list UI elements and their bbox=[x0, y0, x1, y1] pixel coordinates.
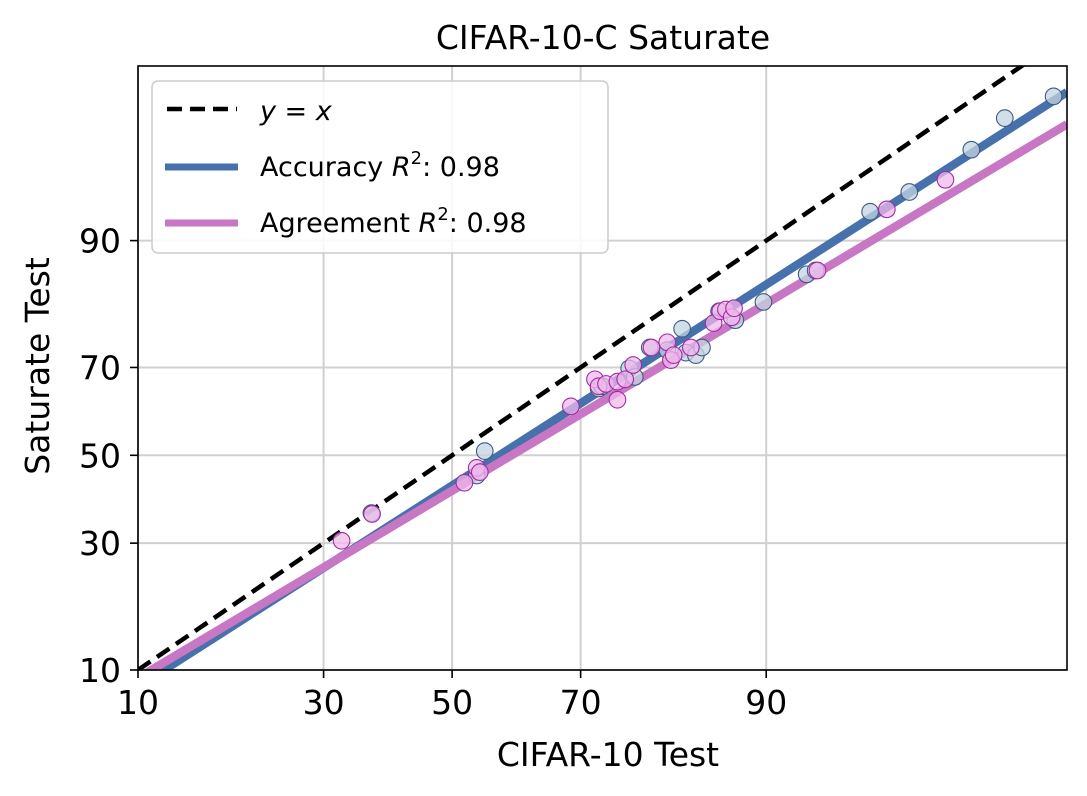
x-tick-label: 70 bbox=[560, 683, 602, 722]
agreement-point bbox=[936, 170, 955, 189]
y-tick-label: 50 bbox=[79, 436, 121, 475]
y-tick-label: 70 bbox=[79, 348, 121, 387]
x-tick-label: 50 bbox=[431, 683, 473, 722]
y-axis-title: Saturate Test bbox=[18, 257, 57, 475]
accuracy-point bbox=[754, 293, 773, 311]
accuracy-point bbox=[995, 109, 1014, 127]
legend-agreement-r2: 0.98 bbox=[466, 208, 526, 239]
agreement-point bbox=[664, 346, 683, 365]
agreement-point bbox=[455, 473, 474, 492]
legend-agreement-name: Agreement bbox=[260, 208, 410, 239]
x-tick-label: 30 bbox=[303, 683, 345, 722]
y-tick-label: 30 bbox=[79, 524, 121, 563]
legend-accuracy-r2: 0.98 bbox=[440, 152, 500, 183]
accuracy-point bbox=[475, 442, 494, 460]
agreement-point bbox=[616, 370, 635, 389]
legend-box bbox=[151, 80, 609, 254]
agreement-point bbox=[808, 261, 827, 280]
agreement-point bbox=[624, 356, 643, 374]
agreement-point bbox=[877, 200, 896, 219]
agreement-point bbox=[332, 531, 351, 550]
agreement-point bbox=[642, 338, 661, 357]
agreement-point bbox=[608, 390, 627, 409]
x-tick-label: 10 bbox=[117, 683, 159, 722]
accuracy-point bbox=[673, 319, 691, 338]
accuracy-point bbox=[962, 140, 981, 159]
legend: y = x Accuracy R2: 0.98 Agreement R2: 0.… bbox=[151, 80, 609, 254]
agreement-point bbox=[725, 299, 743, 318]
accuracy-point bbox=[861, 202, 879, 221]
agreement-point bbox=[562, 397, 580, 416]
agreement-point bbox=[470, 463, 489, 481]
legend-accuracy-name: Accuracy bbox=[260, 152, 383, 183]
axis-ticks: 10 30 50 70 90 10 30 50 70 90 bbox=[79, 222, 787, 722]
x-axis-title: CIFAR-10 Test bbox=[497, 735, 719, 774]
reference-line-y-equals-x bbox=[138, 66, 1026, 670]
legend-label-agreement: Agreement R2: 0.98 bbox=[260, 204, 527, 239]
accuracy-point bbox=[1044, 87, 1063, 106]
agreement-point bbox=[363, 505, 381, 523]
chart-title: CIFAR-10-C Saturate bbox=[436, 18, 770, 57]
x-tick-label: 90 bbox=[745, 683, 787, 722]
plot-area bbox=[138, 66, 1067, 670]
accuracy-point bbox=[900, 183, 919, 201]
legend-label-reference: y = x bbox=[259, 96, 333, 127]
agreement-point bbox=[682, 338, 700, 357]
agreement-fit-line bbox=[143, 120, 1067, 670]
y-tick-label: 10 bbox=[79, 651, 121, 690]
y-tick-label: 90 bbox=[79, 222, 121, 261]
legend-label-accuracy: Accuracy R2: 0.98 bbox=[260, 148, 500, 183]
